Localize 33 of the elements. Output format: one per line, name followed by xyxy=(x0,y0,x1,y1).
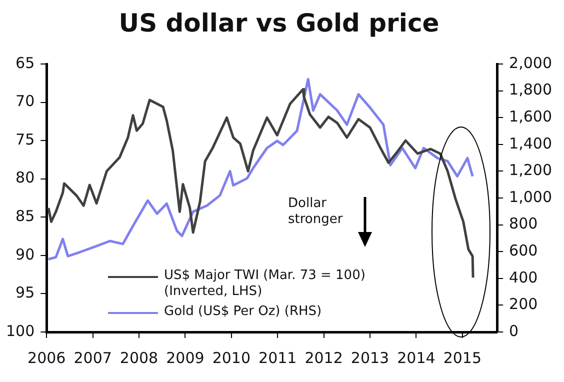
x-tick-label: 2013 xyxy=(350,348,390,367)
legend-label: Gold (US$ Per Oz) (RHS) xyxy=(164,304,322,320)
x-tick-label: 2015 xyxy=(443,348,482,367)
y-tick-label: 85 xyxy=(16,207,35,226)
y-tick-label: 65 xyxy=(16,54,35,72)
x-tick-label: 2011 xyxy=(258,348,297,367)
y2-tick-label: 1,200 xyxy=(509,161,552,180)
y2-tick-label: 2,000 xyxy=(509,54,552,72)
legend-label: US$ Major TWI (Mar. 73 = 100) (Inverted, LHS) xyxy=(164,268,366,300)
y-tick-label: 90 xyxy=(16,245,35,264)
y2-tick-label: 200 xyxy=(509,295,538,314)
y-tick-label: 70 xyxy=(16,92,35,110)
x-tick-label: 2012 xyxy=(304,348,343,367)
y2-tick-label: 400 xyxy=(509,268,538,286)
annotation: Dollar stronger xyxy=(288,196,344,228)
x-tick-label: 2009 xyxy=(166,348,204,367)
y2-tick-label: 1,000 xyxy=(509,188,552,206)
y2-tick-label: 1,600 xyxy=(509,107,552,126)
x-tick-label: 2010 xyxy=(212,348,251,367)
x-tick-label: 2008 xyxy=(120,348,158,367)
x-tick-label: 2007 xyxy=(74,348,112,367)
y2-tick-label: 1,400 xyxy=(509,134,552,152)
y2-tick-label: 600 xyxy=(509,241,538,260)
y2-tick-label: 1,800 xyxy=(509,80,552,99)
y2-tick-label: 0 xyxy=(509,322,519,340)
y-tick-label: 80 xyxy=(16,168,35,187)
x-tick-label: 2006 xyxy=(28,348,66,367)
chart-title: US dollar vs Gold price xyxy=(118,8,440,38)
x-tick-label: 2014 xyxy=(397,348,436,367)
y2-tick-label: 800 xyxy=(509,214,538,233)
y-tick-label: 95 xyxy=(16,284,35,302)
y-tick-label: 75 xyxy=(16,130,35,148)
y-tick-label: 100 xyxy=(6,322,35,340)
